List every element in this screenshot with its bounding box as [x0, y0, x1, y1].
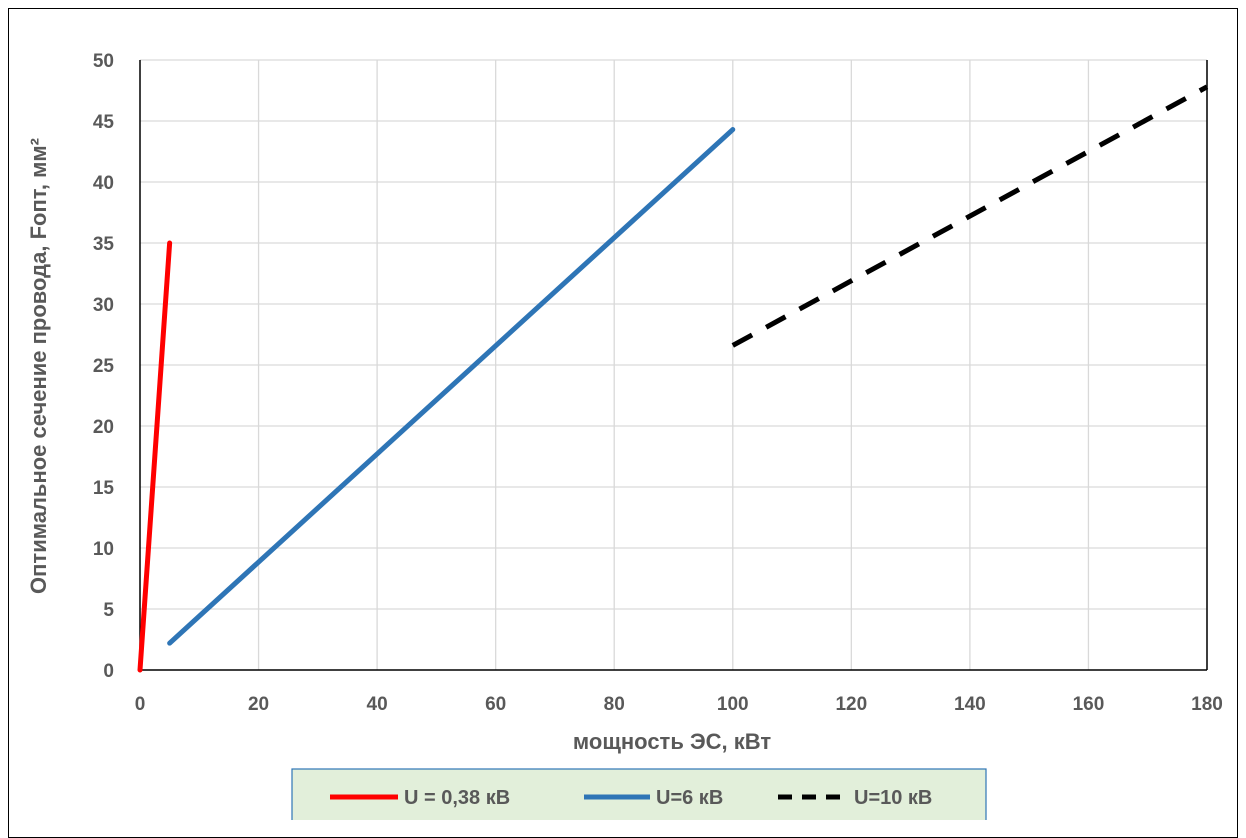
x-tick-label: 160	[1073, 694, 1105, 715]
x-tick-label: 20	[248, 694, 269, 715]
x-tick-label: 100	[717, 694, 749, 715]
y-tick-label: 15	[93, 478, 115, 499]
y-tick-label: 0	[103, 661, 114, 682]
series-layer	[137, 84, 1209, 673]
axes	[139, 60, 1208, 671]
legend-label-1: U = 0,38 кВ	[404, 787, 510, 809]
x-tick-label: 60	[485, 694, 506, 715]
x-tick-label: 40	[367, 694, 388, 715]
gridlines	[140, 59, 1208, 670]
legend: U = 0,38 кВ U=6 кВ U=10 кВ	[291, 768, 987, 820]
y-tick-label: 25	[93, 356, 115, 377]
series-line-1	[137, 240, 173, 673]
tick-labels: 0 20 40 60 80 100 120 140 160 180 0 5 10 15 20 25 30 35 40…	[93, 51, 1223, 715]
x-tick-label: 140	[954, 694, 986, 715]
y-tick-label: 10	[93, 539, 114, 560]
line-chart: 0 20 40 60 80 100 120 140 160 180 0 5 10 15 20 25 30 35 40…	[26, 51, 1223, 820]
series-line-3	[731, 84, 1209, 348]
legend-label-3: U=10 кВ	[854, 787, 932, 809]
x-tick-label: 120	[835, 694, 867, 715]
x-tick-label: 0	[135, 694, 146, 715]
y-tick-label: 35	[93, 234, 115, 255]
legend-label-2: U=6 кВ	[656, 787, 723, 809]
x-axis-title: мощность ЭС, кВт	[573, 729, 771, 754]
series-line-2	[167, 127, 736, 646]
y-tick-label: 20	[93, 417, 114, 438]
x-tick-label: 80	[604, 694, 625, 715]
y-tick-label: 30	[93, 295, 114, 316]
y-axis-title: Оптимальное сечение провода, Fопт, мм²	[26, 138, 51, 594]
y-tick-label: 5	[103, 600, 114, 621]
x-tick-label: 180	[1191, 694, 1223, 715]
y-tick-label: 40	[93, 173, 114, 194]
y-tick-label: 45	[93, 112, 115, 133]
y-tick-label: 50	[93, 51, 114, 72]
